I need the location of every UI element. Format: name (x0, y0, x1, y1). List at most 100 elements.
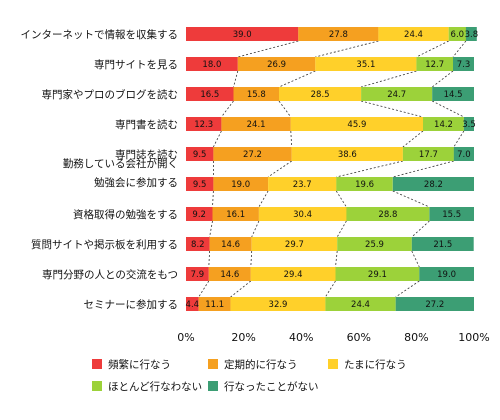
value-label: 14.6 (220, 270, 239, 280)
legend-swatch (328, 359, 338, 369)
connector-line (360, 70, 417, 88)
bar-segment (298, 27, 379, 41)
x-tick-label: 60% (347, 331, 371, 344)
value-labels: 39.0 27.8 24.4 6.0 3.8 18.0 26.9 35.1 12.7 7.3 16.… (186, 30, 479, 310)
connector-line (411, 220, 430, 238)
value-label: 24.7 (387, 90, 406, 100)
value-label: 16.1 (226, 210, 245, 220)
x-tick-label: 0% (177, 331, 194, 344)
legend-label: 行なったことがない (224, 380, 319, 393)
category-label: インターネットで情報を収集する (21, 28, 179, 41)
bar-segment (268, 177, 337, 191)
bar-segment (186, 177, 214, 191)
bar-segment (290, 117, 423, 131)
bar-segment (250, 267, 336, 281)
bar-segment (453, 57, 474, 71)
connector-line (453, 130, 465, 148)
bar-segment (186, 57, 238, 71)
legend-label: たまに行なう (344, 358, 407, 371)
legend-swatch (92, 381, 102, 391)
connector-line (452, 40, 467, 58)
value-label: 28.5 (311, 90, 330, 100)
value-label: 9.2 (192, 210, 206, 220)
bar-segment (378, 27, 449, 41)
connector-line (212, 190, 214, 208)
bar-segment (198, 297, 231, 311)
connector-line (267, 160, 292, 178)
connector-line (392, 160, 454, 178)
value-label: 8.2 (191, 240, 205, 250)
bar-segment (346, 207, 430, 221)
legend-swatch (208, 381, 218, 391)
bar-segment (335, 267, 420, 281)
value-label: 9.5 (193, 180, 207, 190)
bar-segment (258, 207, 347, 221)
category-label: 専門分野の人との交流をもつ (42, 268, 178, 281)
connector-line (336, 160, 403, 178)
value-label: 12.7 (425, 60, 444, 70)
bar-segment (336, 177, 393, 191)
connector-line (198, 280, 210, 298)
value-label: 25.9 (365, 240, 384, 250)
value-label: 3.8 (465, 30, 479, 40)
connector-line (209, 220, 213, 238)
bar-segment (361, 87, 433, 101)
category-label: 専門家やプロのブログを読む (42, 88, 179, 101)
connector-line (221, 100, 234, 118)
bar-segment (392, 177, 474, 191)
category-label: 専門誌を読む (115, 148, 178, 161)
bar-segment (423, 117, 464, 131)
value-label: 15.8 (247, 90, 266, 100)
value-label: 26.9 (267, 60, 286, 70)
bar-segment (208, 267, 251, 281)
bar-segment (432, 87, 474, 101)
x-tick-label: 20% (231, 331, 255, 344)
value-label: 38.6 (338, 150, 357, 160)
bar-segment (186, 87, 234, 101)
connector-line (278, 70, 316, 88)
bar-segment (325, 297, 396, 311)
bar-segment (402, 147, 454, 161)
value-label: 24.4 (351, 300, 370, 310)
connector-line (250, 250, 253, 268)
value-label: 16.5 (200, 90, 219, 100)
bar-segment (411, 237, 474, 251)
bar-segment (453, 147, 474, 161)
bar-segment (233, 87, 279, 101)
value-label: 4.4 (186, 300, 200, 310)
connector-line (335, 190, 347, 208)
connector-line (315, 40, 379, 58)
connector-line (258, 190, 269, 208)
bar-segment (279, 87, 362, 101)
value-label: 21.5 (433, 240, 452, 250)
x-tick-label: 100% (458, 331, 489, 344)
value-label: 35.1 (356, 60, 375, 70)
bar-segment (186, 267, 209, 281)
value-label: 32.9 (269, 300, 288, 310)
connector-line (213, 130, 222, 148)
value-label: 29.7 (285, 240, 304, 250)
connector-line (208, 250, 210, 268)
bar-segment (416, 57, 453, 71)
connector-line (402, 130, 424, 148)
connector-line (392, 190, 430, 208)
value-label: 29.1 (368, 270, 387, 280)
value-label: 7.3 (457, 60, 471, 70)
category-label: 質問サイトや掲示板を利用する (31, 238, 178, 251)
value-label: 18.0 (202, 60, 221, 70)
bar-segment (186, 147, 214, 161)
legend-swatch (208, 359, 218, 369)
category-label: 専門サイトを見る (94, 59, 178, 71)
bar-segment (213, 147, 292, 161)
connector-line (432, 100, 465, 118)
value-label: 7.9 (191, 270, 205, 280)
value-label: 27.2 (243, 150, 262, 160)
value-label: 24.4 (404, 30, 423, 40)
bar-segment (237, 57, 316, 71)
bar-segment (251, 237, 338, 251)
value-label: 24.1 (247, 120, 266, 130)
connector-line (233, 70, 239, 88)
bar-segment (429, 207, 474, 221)
connector-line (431, 70, 454, 88)
bar-segment (465, 27, 477, 41)
